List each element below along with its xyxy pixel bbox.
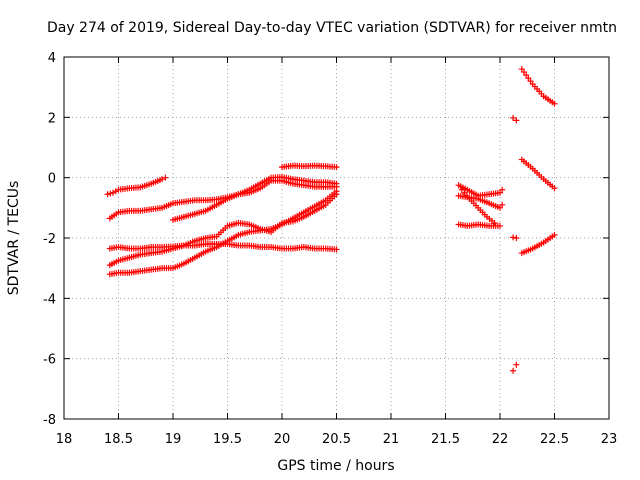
track-1-point	[159, 176, 166, 183]
track-14-point	[513, 361, 520, 368]
track-1-point	[104, 191, 111, 198]
track-15-point	[520, 69, 527, 76]
track-5-point	[333, 246, 340, 253]
track-9-point	[499, 201, 506, 208]
y-tick-label: 0	[48, 172, 56, 187]
y-tick-label: 4	[48, 51, 56, 66]
track-15-point	[527, 78, 534, 85]
track-15-point	[525, 75, 532, 82]
track-11-point	[458, 186, 465, 193]
track-10-point	[497, 222, 503, 229]
y-axis-title: SDTVAR / TECUs	[6, 181, 22, 296]
track-1-point	[107, 190, 114, 197]
x-tick-label: 18.5	[104, 432, 133, 447]
x-tick-label: 20	[274, 432, 291, 447]
x-tick-label: 20.5	[322, 432, 351, 447]
axis-ticks: 18 18.5 19 19.5 20 20.5 21 21.5 22 22.5 23-8-6-4-2…	[43, 51, 617, 447]
track-14-point	[510, 367, 517, 374]
track-13-point	[513, 235, 520, 241]
x-tick-label: 19	[165, 432, 182, 447]
grid	[64, 57, 609, 419]
track-13-point	[510, 234, 517, 241]
track-11-point	[491, 219, 498, 226]
track-12-point	[510, 114, 517, 121]
y-tick-label: -2	[43, 232, 56, 247]
track-11-point	[461, 189, 468, 196]
track-7-point	[333, 188, 340, 195]
track-1-point	[162, 174, 169, 181]
y-tick-label: -8	[43, 413, 56, 428]
track-15-point	[518, 66, 525, 73]
track-4-point	[333, 164, 340, 171]
x-tick-label: 18	[56, 432, 73, 447]
track-17-point	[551, 231, 558, 238]
x-tick-label: 19.5	[213, 432, 242, 447]
x-tick-label: 22	[492, 432, 509, 447]
x-tick-label: 21	[383, 432, 400, 447]
track-3-point	[333, 180, 340, 187]
track-16-point	[551, 185, 558, 192]
y-tick-label: 2	[48, 111, 56, 126]
y-tick-label: -4	[43, 292, 56, 307]
x-tick-label: 23	[601, 432, 618, 447]
y-tick-label: -6	[43, 353, 56, 368]
track-9-point	[497, 204, 503, 211]
x-tick-label: 22.5	[540, 432, 569, 447]
track-12-point	[513, 117, 520, 124]
x-tick-label: 21.5	[431, 432, 460, 447]
track-8-point	[499, 186, 506, 193]
track-11-point	[463, 192, 470, 199]
data-points	[104, 66, 558, 374]
chart-title: Day 274 of 2019, Sidereal Day-to-day VTE…	[47, 20, 617, 36]
track-15-point	[523, 72, 530, 79]
x-axis-title: GPS time / hours	[277, 458, 394, 474]
track-8-point	[497, 189, 503, 196]
track-15-point	[551, 100, 558, 107]
